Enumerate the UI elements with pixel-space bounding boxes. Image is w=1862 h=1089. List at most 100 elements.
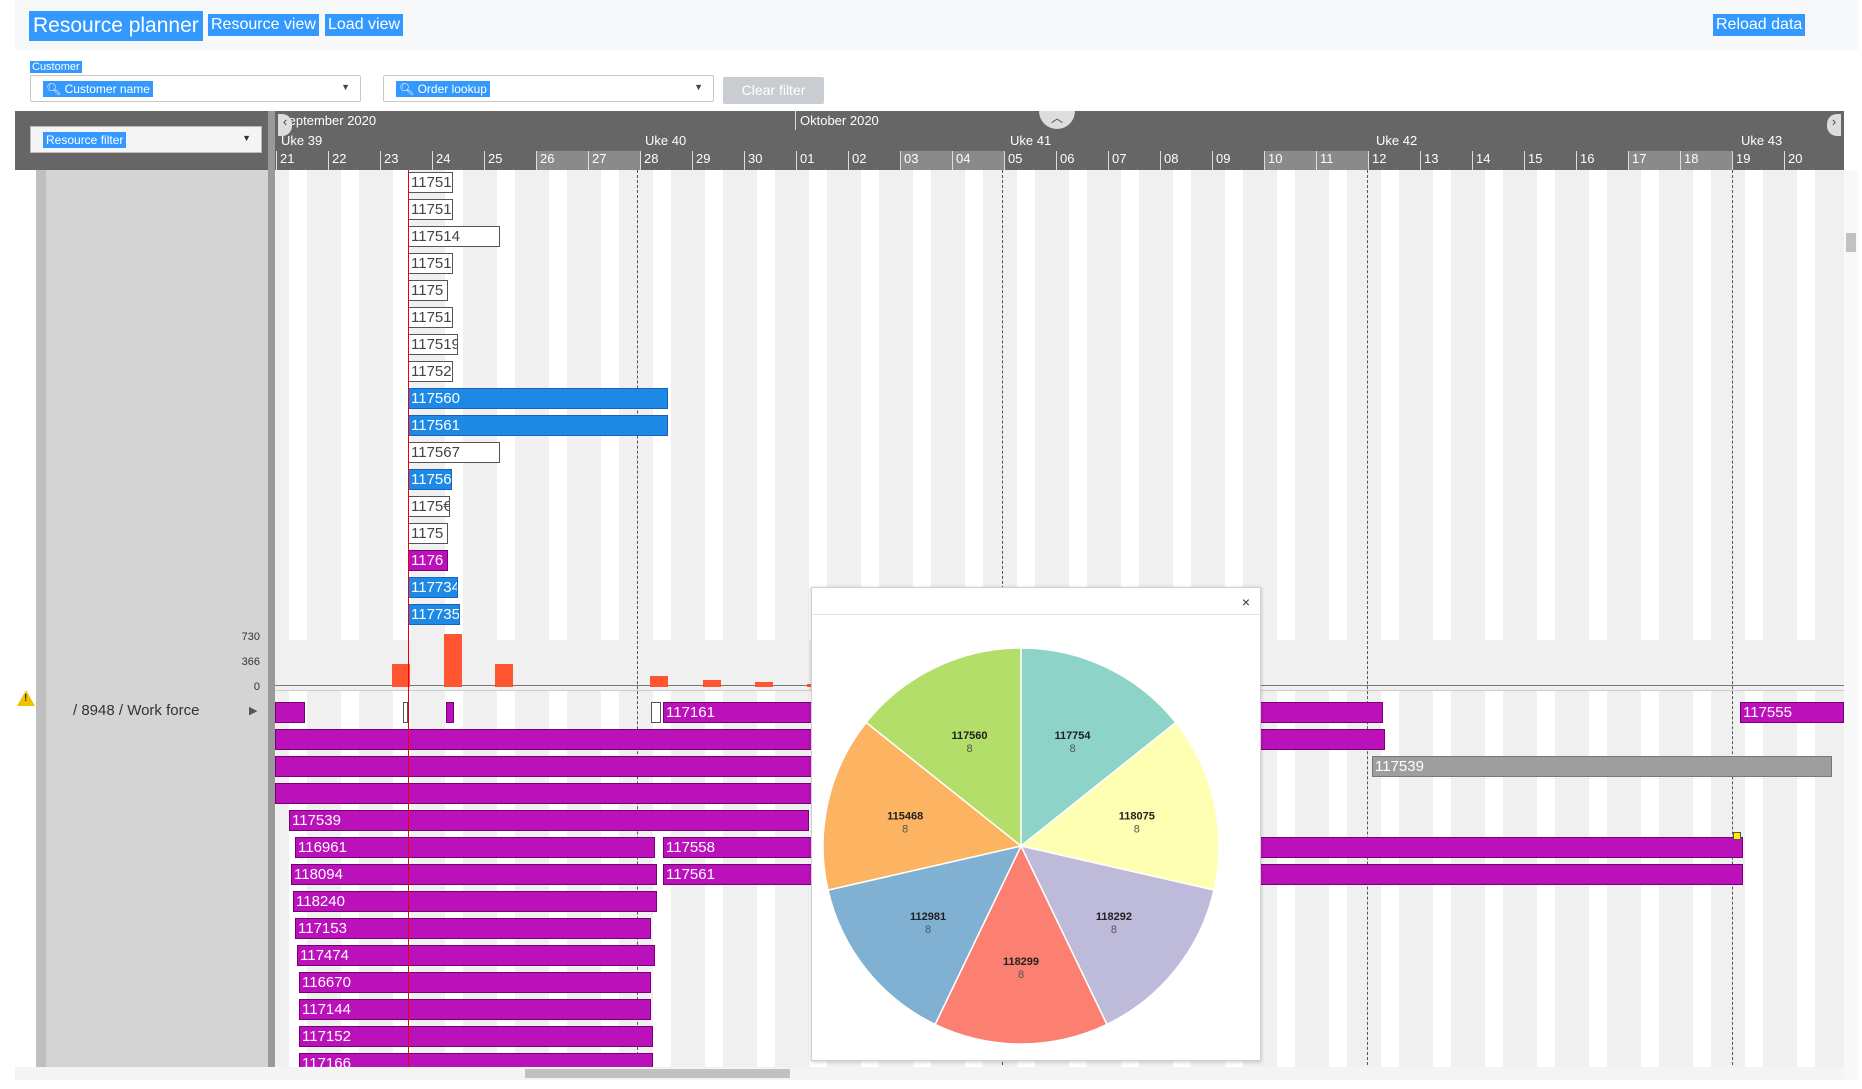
day-cell[interactable]: 01: [796, 151, 848, 170]
day-cell[interactable]: 27: [588, 151, 640, 170]
task-bar[interactable]: [275, 702, 305, 723]
day-cell[interactable]: 14: [1472, 151, 1524, 170]
order-bar[interactable]: 1175€: [408, 496, 450, 517]
day-cell[interactable]: 28: [640, 151, 692, 170]
day-cell[interactable]: 09: [1212, 151, 1264, 170]
task-bar[interactable]: 116670: [299, 972, 651, 993]
task-bar[interactable]: [403, 702, 408, 723]
order-combo[interactable]: 🔍︎ Order lookup ▼: [383, 75, 714, 102]
resource-label: / 8948 / Work force: [73, 702, 200, 719]
day-cell[interactable]: 08: [1160, 151, 1212, 170]
slice-label: 117754: [1054, 730, 1091, 742]
task-bar[interactable]: [651, 702, 661, 723]
task-bar[interactable]: 117152: [299, 1026, 653, 1047]
expand-arrow-icon[interactable]: ▶: [249, 705, 258, 717]
order-bar[interactable]: 11756: [408, 469, 452, 490]
day-cell[interactable]: 02: [848, 151, 900, 170]
day-cell[interactable]: 23: [380, 151, 432, 170]
close-icon[interactable]: ×: [1241, 594, 1250, 610]
task-bar[interactable]: [275, 756, 815, 777]
day-cell[interactable]: 15: [1524, 151, 1576, 170]
pie-slice[interactable]: [827, 844, 1023, 1026]
task-bar[interactable]: 116961: [295, 837, 655, 858]
day-cell[interactable]: 29: [692, 151, 744, 170]
day-cell[interactable]: 07: [1108, 151, 1160, 170]
load-view-button[interactable]: Load view: [325, 14, 404, 36]
task-bar[interactable]: [275, 783, 815, 804]
day-cell[interactable]: 11: [1316, 151, 1368, 170]
vertical-scrollbar[interactable]: [1844, 170, 1858, 1080]
day-cell[interactable]: 06: [1056, 151, 1108, 170]
day-cell[interactable]: 12: [1368, 151, 1420, 170]
order-bar[interactable]: 11751: [408, 253, 453, 274]
order-bar[interactable]: 117560: [408, 388, 668, 409]
day-cell[interactable]: 16: [1576, 151, 1628, 170]
chevron-down-icon[interactable]: ▼: [694, 82, 703, 92]
day-cell[interactable]: 26: [536, 151, 588, 170]
order-bar[interactable]: 1175: [408, 280, 448, 301]
scroll-right-icon[interactable]: ›: [1827, 114, 1841, 136]
pie-slice[interactable]: [1019, 721, 1220, 891]
pie-slice[interactable]: [1020, 647, 1177, 848]
day-cell[interactable]: 24: [432, 151, 484, 170]
pie-slice[interactable]: [822, 721, 1023, 891]
order-bar[interactable]: 117567: [408, 442, 500, 463]
pie-slice[interactable]: [865, 647, 1022, 848]
day-cell[interactable]: 30: [744, 151, 796, 170]
task-bar[interactable]: [446, 702, 454, 723]
clear-filter-button[interactable]: Clear filter: [723, 77, 824, 104]
task-bar[interactable]: 117539: [289, 810, 809, 831]
order-bar[interactable]: 1176: [408, 550, 448, 571]
order-bar[interactable]: 117514: [408, 226, 500, 247]
day-cell[interactable]: 21: [276, 151, 328, 170]
task-bar[interactable]: 117555: [1740, 702, 1844, 723]
task-bar[interactable]: 118240: [293, 891, 657, 912]
resource-filter-combo[interactable]: Resource filter ▼: [30, 126, 262, 153]
day-cell[interactable]: 20: [1784, 151, 1836, 170]
task-bar[interactable]: 117144: [299, 999, 651, 1020]
order-bar[interactable]: 11751: [408, 199, 453, 220]
day-cell[interactable]: 04: [952, 151, 1004, 170]
chevron-down-icon[interactable]: ▼: [341, 82, 350, 92]
scroll-thumb[interactable]: [525, 1069, 790, 1078]
resource-view-button[interactable]: Resource view: [208, 14, 319, 36]
slice-value: 8: [925, 924, 931, 936]
day-cell[interactable]: 10: [1264, 151, 1316, 170]
task-bar[interactable]: 117539: [1372, 756, 1832, 777]
order-bar[interactable]: 1175: [408, 523, 448, 544]
pane-splitter[interactable]: [268, 111, 275, 1080]
horizontal-scrollbar[interactable]: [15, 1067, 1844, 1080]
day-cell[interactable]: 25: [484, 151, 536, 170]
task-bar[interactable]: 117474: [297, 945, 655, 966]
pie-slice[interactable]: [934, 844, 1108, 1045]
day-cell[interactable]: 05: [1004, 151, 1056, 170]
order-bar[interactable]: 117512: [408, 172, 453, 193]
day-cell[interactable]: 13: [1420, 151, 1472, 170]
reload-data-button[interactable]: Reload data: [1713, 14, 1806, 36]
collapse-header-icon[interactable]: ︿: [1039, 111, 1075, 129]
order-bar[interactable]: 117519: [408, 334, 458, 355]
order-bar[interactable]: 117734: [408, 577, 458, 598]
slice-value: 8: [966, 743, 972, 755]
week-label: Uke 43: [1741, 133, 1783, 148]
scroll-left-icon[interactable]: ‹: [278, 114, 292, 136]
order-bar[interactable]: 11752: [408, 361, 453, 382]
slice-label: 115468: [887, 811, 923, 823]
histogram-bar: [444, 634, 462, 687]
task-bar[interactable]: 117153: [295, 918, 651, 939]
day-cell[interactable]: 22: [328, 151, 380, 170]
order-bar[interactable]: 117561: [408, 415, 668, 436]
day-cell[interactable]: 03: [900, 151, 952, 170]
day-cell[interactable]: 19: [1732, 151, 1784, 170]
histogram-bar: [392, 664, 410, 687]
day-cell[interactable]: 18: [1680, 151, 1732, 170]
day-cell[interactable]: 17: [1628, 151, 1680, 170]
order-bar[interactable]: 11751: [408, 307, 453, 328]
chevron-down-icon[interactable]: ▼: [242, 133, 251, 143]
order-bar[interactable]: 117735: [408, 604, 460, 625]
scroll-thumb[interactable]: [1846, 233, 1856, 252]
customer-combo[interactable]: 🔍︎ Customer name ▼: [30, 75, 361, 102]
resource-filter-input[interactable]: Resource filter: [43, 132, 127, 148]
pie-slice[interactable]: [1019, 844, 1215, 1026]
task-bar[interactable]: 118094: [291, 864, 657, 885]
